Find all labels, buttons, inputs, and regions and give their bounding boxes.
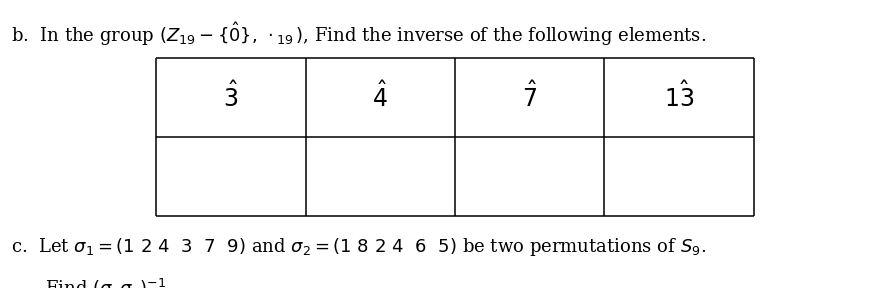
Text: $\hat{4}$: $\hat{4}$ <box>372 82 388 112</box>
Text: c.  Let $\sigma_1 = (1\ 2\ 4\ \ 3\ \ 7\ \ 9)$ and $\sigma_2 = (1\ 8\ 2\ 4\ \ 6\ : c. Let $\sigma_1 = (1\ 2\ 4\ \ 3\ \ 7\ \… <box>11 236 706 258</box>
Text: Find $(\sigma_2\sigma_1)^{-1}$.: Find $(\sigma_2\sigma_1)^{-1}$. <box>11 276 171 288</box>
Text: $\hat{3}$: $\hat{3}$ <box>223 82 238 112</box>
Text: $\hat{13}$: $\hat{13}$ <box>664 82 694 112</box>
Text: $\hat{7}$: $\hat{7}$ <box>522 82 537 112</box>
Text: b.  In the group $(Z_{19} - \{\hat{0}\},\, \cdot_{19}\, )$, Find the inverse of : b. In the group $(Z_{19} - \{\hat{0}\},\… <box>11 20 706 48</box>
